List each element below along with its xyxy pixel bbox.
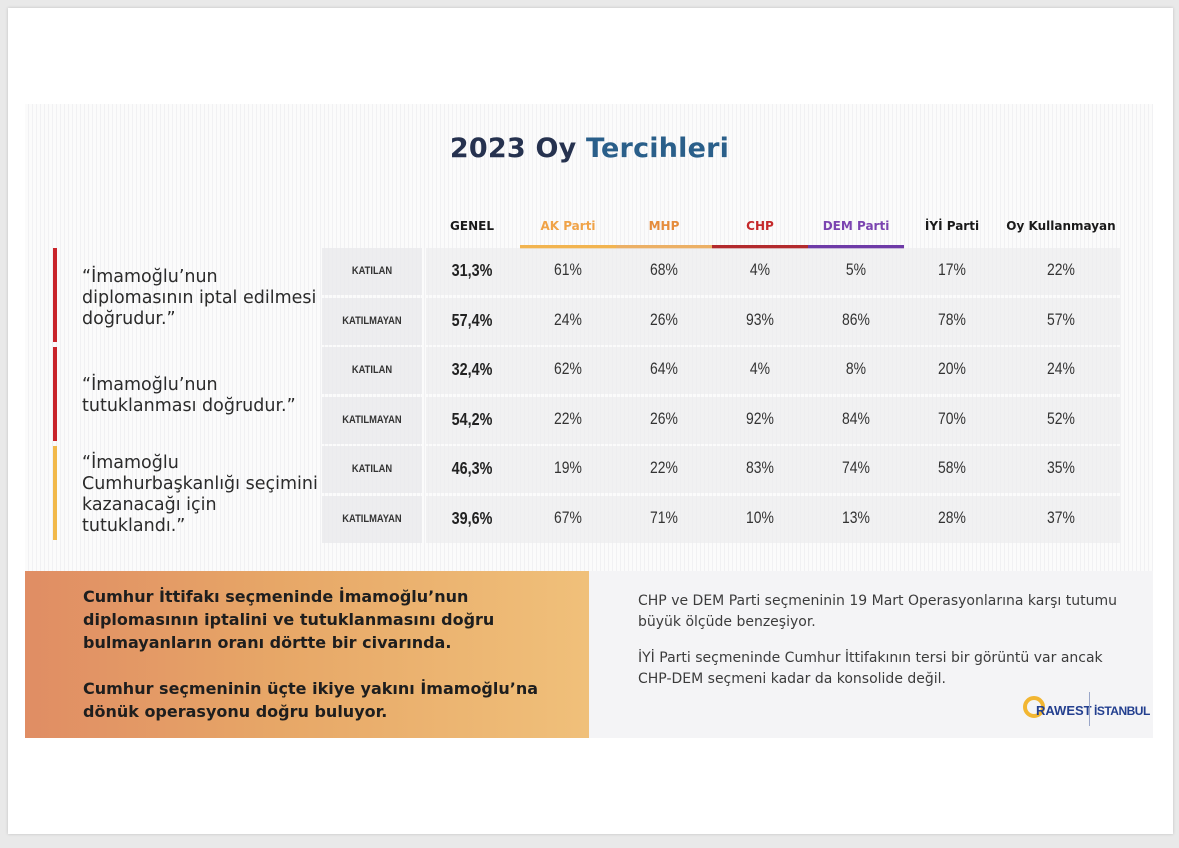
statement-accent-bar xyxy=(53,248,57,342)
table-cell: 22% xyxy=(1047,260,1075,279)
logo-divider xyxy=(1089,692,1090,726)
table-cell: 32,4% xyxy=(451,359,493,379)
rawest-ring-icon xyxy=(1023,696,1045,718)
istanbul-logo-text: İSTANBUL xyxy=(1094,704,1150,718)
table-cell: 24% xyxy=(1047,359,1075,378)
table-cell: 62% xyxy=(554,359,582,378)
column-header: AK Parti xyxy=(540,219,596,233)
column-header: İYİ Parti xyxy=(924,219,980,233)
table-cell: 22% xyxy=(554,409,582,428)
row-label: KATILAN xyxy=(351,463,393,475)
table-cell: 93% xyxy=(746,310,774,329)
row-label: KATILMAYAN xyxy=(342,414,402,426)
table-cell: 26% xyxy=(650,409,678,428)
table-cell: 26% xyxy=(650,310,678,329)
table-cell: 8% xyxy=(845,359,867,378)
chart-title: 2023 Oy Tercihleri xyxy=(449,133,730,164)
table-cell: 68% xyxy=(650,260,678,279)
statement-text: “İmamoğlu’nun tutuklanması doğrudur.” xyxy=(82,375,296,416)
table-cell: 84% xyxy=(842,409,870,428)
table-cell: 4% xyxy=(749,260,771,279)
statement-accent-bar xyxy=(53,446,57,540)
table-cell: 24% xyxy=(554,310,582,329)
column-header: MHP xyxy=(648,219,680,233)
column-underline xyxy=(520,245,616,249)
table-cell: 28% xyxy=(938,508,966,527)
table-cell: 35% xyxy=(1047,458,1075,477)
left-summary-text-2: Cumhur seçmeninin üçte ikiye yakını İmam… xyxy=(83,679,539,721)
summary-panel-right xyxy=(589,571,1153,738)
row-label: KATILMAYAN xyxy=(342,513,402,525)
column-underline xyxy=(616,245,712,249)
row-background xyxy=(426,496,1120,543)
table-cell: 70% xyxy=(938,409,966,428)
rawest-logo-text: RAWEST xyxy=(1036,703,1092,718)
istanbul-logo: İSTANBUL xyxy=(1092,693,1152,729)
table-cell: 57% xyxy=(1047,310,1075,329)
table-cell: 39,6% xyxy=(451,508,493,528)
table-cell: 92% xyxy=(746,409,774,428)
table-cell: 64% xyxy=(650,359,678,378)
column-underline xyxy=(712,245,808,249)
table-cell: 71% xyxy=(650,508,678,527)
row-label: KATILMAYAN xyxy=(342,315,402,327)
row-background xyxy=(426,446,1120,493)
statement-text: “İmamoğlu Cumhurbaşkanlığı seçimini kaza… xyxy=(82,453,318,536)
table-cell: 19% xyxy=(554,458,582,477)
right-summary-text-1: CHP ve DEM Parti seçmeninin 19 Mart Oper… xyxy=(638,593,1117,630)
row-label-background xyxy=(322,298,422,345)
right-summary-text-2: İYİ Parti seçmeninde Cumhur İttifakının … xyxy=(638,650,1103,687)
table-cell: 52% xyxy=(1047,409,1075,428)
table-cell: 83% xyxy=(746,458,774,477)
table-cell: 46,3% xyxy=(451,458,493,478)
column-underline xyxy=(808,245,904,249)
statement-text: “İmamoğlu’nun diplomasının iptal edilmes… xyxy=(82,267,317,329)
table-cell: 10% xyxy=(746,508,774,527)
table-cell: 67% xyxy=(554,508,582,527)
table-cell: 61% xyxy=(554,260,582,279)
table-cell: 31,3% xyxy=(451,260,493,280)
row-background xyxy=(426,397,1120,444)
rawest-logo: RAWEST xyxy=(1022,693,1092,729)
column-header: DEM Parti xyxy=(822,219,890,233)
table-cell: 86% xyxy=(842,310,870,329)
table-cell: 5% xyxy=(845,260,867,279)
row-label: KATILAN xyxy=(351,265,393,277)
row-label-background xyxy=(322,347,422,394)
summary-panel-left xyxy=(25,571,589,738)
row-label-background xyxy=(322,248,422,295)
row-background xyxy=(426,347,1120,394)
table-cell: 4% xyxy=(749,359,771,378)
row-background xyxy=(426,248,1120,295)
row-label: KATILAN xyxy=(351,364,393,376)
table-cell: 74% xyxy=(842,458,870,477)
table-cell: 78% xyxy=(938,310,966,329)
table-cell: 20% xyxy=(938,359,966,378)
column-header: CHP xyxy=(746,219,774,233)
column-header: GENEL xyxy=(450,219,494,233)
row-label-background xyxy=(322,446,422,493)
table-cell: 17% xyxy=(938,260,966,279)
left-summary-text-1: Cumhur İttifakı seçmeninde İmamoğlu’nun … xyxy=(83,587,495,652)
row-label-background xyxy=(322,397,422,444)
column-header: Oy Kullanmayan xyxy=(1006,219,1116,233)
table-cell: 13% xyxy=(842,508,870,527)
table-cell: 57,4% xyxy=(451,310,493,330)
row-background xyxy=(426,298,1120,345)
statement-accent-bar xyxy=(53,347,57,441)
row-label-background xyxy=(322,496,422,543)
table-cell: 22% xyxy=(650,458,678,477)
table-cell: 37% xyxy=(1047,508,1075,527)
table-cell: 58% xyxy=(938,458,966,477)
table-cell: 54,2% xyxy=(451,409,493,429)
